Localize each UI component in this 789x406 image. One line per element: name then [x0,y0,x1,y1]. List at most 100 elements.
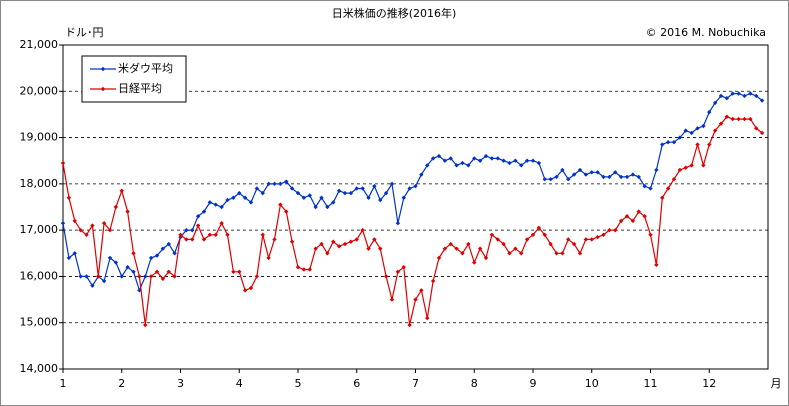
data-point [336,188,342,193]
data-point [366,246,371,251]
data-point [119,188,124,193]
data-point [383,274,389,279]
data-point [630,172,636,177]
data-point [395,269,401,274]
data-point [237,190,242,196]
data-point [507,251,512,256]
y-tick-label: 18,000 [20,177,59,190]
legend-marker [100,86,106,92]
x-tick-label: 3 [177,377,184,390]
data-point [571,172,577,177]
data-point [748,116,753,122]
data-point [472,260,477,265]
data-point [542,232,547,237]
data-point [730,116,735,122]
data-point [143,322,148,328]
data-point [401,264,406,270]
data-point [501,241,506,247]
data-point [477,158,483,163]
data-point [413,297,418,302]
data-point [207,232,213,237]
data-point [307,193,312,198]
data-point [683,128,688,133]
data-point [483,153,489,159]
data-point [90,283,95,288]
data-point [489,156,495,161]
data-point [319,195,324,200]
data-point [248,285,254,291]
data-point [331,239,336,244]
y-tick-label: 17,000 [20,223,59,236]
data-point [536,225,542,231]
data-point [448,241,453,247]
data-point [195,223,201,228]
data-point [278,202,283,207]
data-point [501,158,506,163]
y-tick-label: 21,000 [20,38,59,51]
legend-label: 米ダウ平均 [118,61,173,75]
data-point [178,232,183,237]
data-point [495,237,500,242]
data-point [184,227,189,233]
data-point [260,232,265,237]
data-point [595,170,600,175]
data-point [272,237,277,242]
data-point [718,121,724,126]
data-point [366,195,371,200]
data-point [213,232,218,237]
data-point [483,255,489,261]
data-point [707,109,712,115]
data-point [407,186,412,191]
data-point [72,251,77,256]
data-point [613,170,618,175]
data-point [419,172,424,177]
data-point [683,165,688,170]
data-point [143,274,148,279]
data-point [583,172,589,177]
data-point [284,209,289,214]
data-point [436,153,442,159]
data-point [125,264,130,270]
data-point [695,126,700,131]
data-point [295,190,301,196]
data-point [60,221,66,226]
data-point [72,218,77,224]
data-point [166,241,171,247]
data-point [372,237,377,242]
data-point [301,267,307,272]
data-point [583,237,589,242]
data-point [648,186,653,191]
data-point [460,160,465,166]
data-point [466,163,471,168]
data-point [107,227,113,233]
data-point [489,232,495,237]
data-point [724,96,730,101]
data-point [495,156,500,161]
data-point [665,186,671,191]
data-point [601,232,606,237]
data-point [319,241,324,247]
data-point [378,246,383,251]
data-point [219,221,224,226]
x-tick-label: 5 [295,377,302,390]
data-point [190,227,195,233]
data-point [524,158,530,163]
data-point [272,181,277,187]
data-point [654,167,659,173]
data-point [295,264,301,270]
data-point [119,274,124,279]
data-point [513,158,518,163]
data-point [383,190,389,196]
x-tick-label: 11 [644,377,658,390]
x-tick-label: 7 [412,377,419,390]
legend-box [81,55,187,103]
data-point [507,160,512,166]
data-point [254,186,260,191]
data-point [530,232,536,237]
data-point [225,232,230,237]
data-point [378,197,383,203]
data-point [331,200,336,205]
data-point [190,237,195,242]
data-point [695,142,700,147]
y-axis-label: ドル･円 [65,26,104,39]
